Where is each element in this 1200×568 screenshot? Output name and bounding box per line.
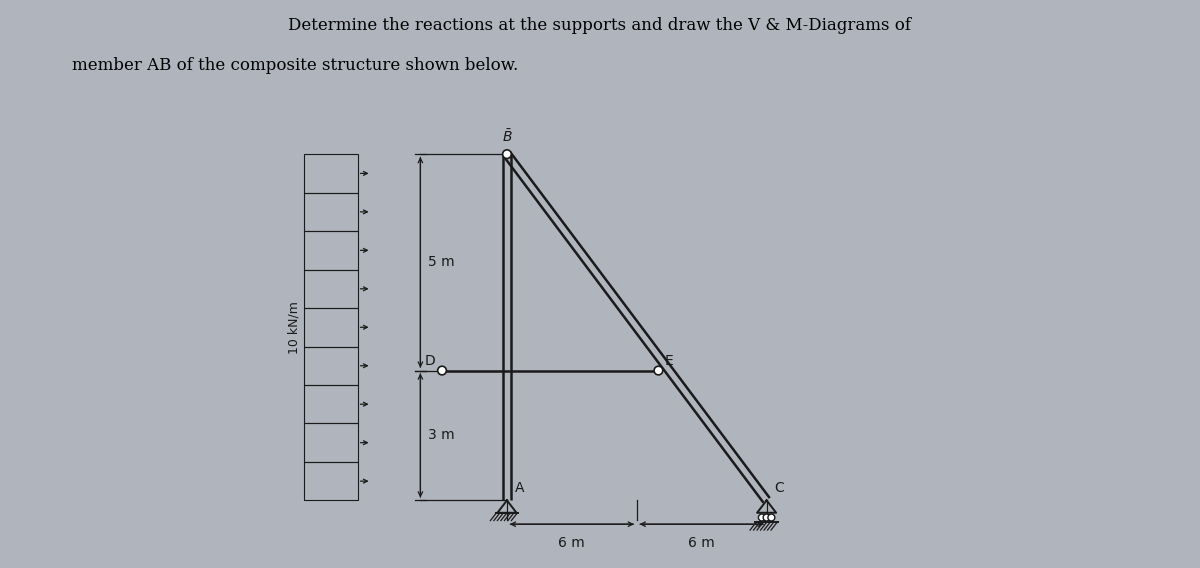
Text: 3 m: 3 m (428, 428, 455, 442)
Text: D: D (425, 354, 436, 369)
Bar (304, 193, 358, 231)
Circle shape (763, 514, 770, 521)
Circle shape (758, 514, 766, 521)
Text: 10 kN/m: 10 kN/m (287, 301, 300, 354)
Text: 5 m: 5 m (428, 256, 455, 269)
Bar (304, 154, 358, 193)
Bar (304, 346, 358, 385)
Bar (304, 308, 358, 346)
Text: C: C (774, 481, 784, 495)
Text: E: E (665, 354, 673, 369)
Bar (304, 462, 358, 500)
Circle shape (438, 366, 446, 375)
Text: Determine the reactions at the supports and draw the V & M-Diagrams of: Determine the reactions at the supports … (288, 17, 912, 34)
Bar (304, 424, 358, 462)
Circle shape (503, 150, 511, 158)
Bar (304, 231, 358, 270)
Text: $\bar{B}$: $\bar{B}$ (502, 128, 512, 145)
Circle shape (768, 514, 775, 521)
Bar (304, 270, 358, 308)
Text: A: A (515, 481, 524, 495)
Text: member AB of the composite structure shown below.: member AB of the composite structure sho… (72, 57, 518, 74)
Text: 6 m: 6 m (558, 536, 586, 550)
Bar (304, 385, 358, 424)
Circle shape (654, 366, 662, 375)
Text: 6 m: 6 m (689, 536, 715, 550)
